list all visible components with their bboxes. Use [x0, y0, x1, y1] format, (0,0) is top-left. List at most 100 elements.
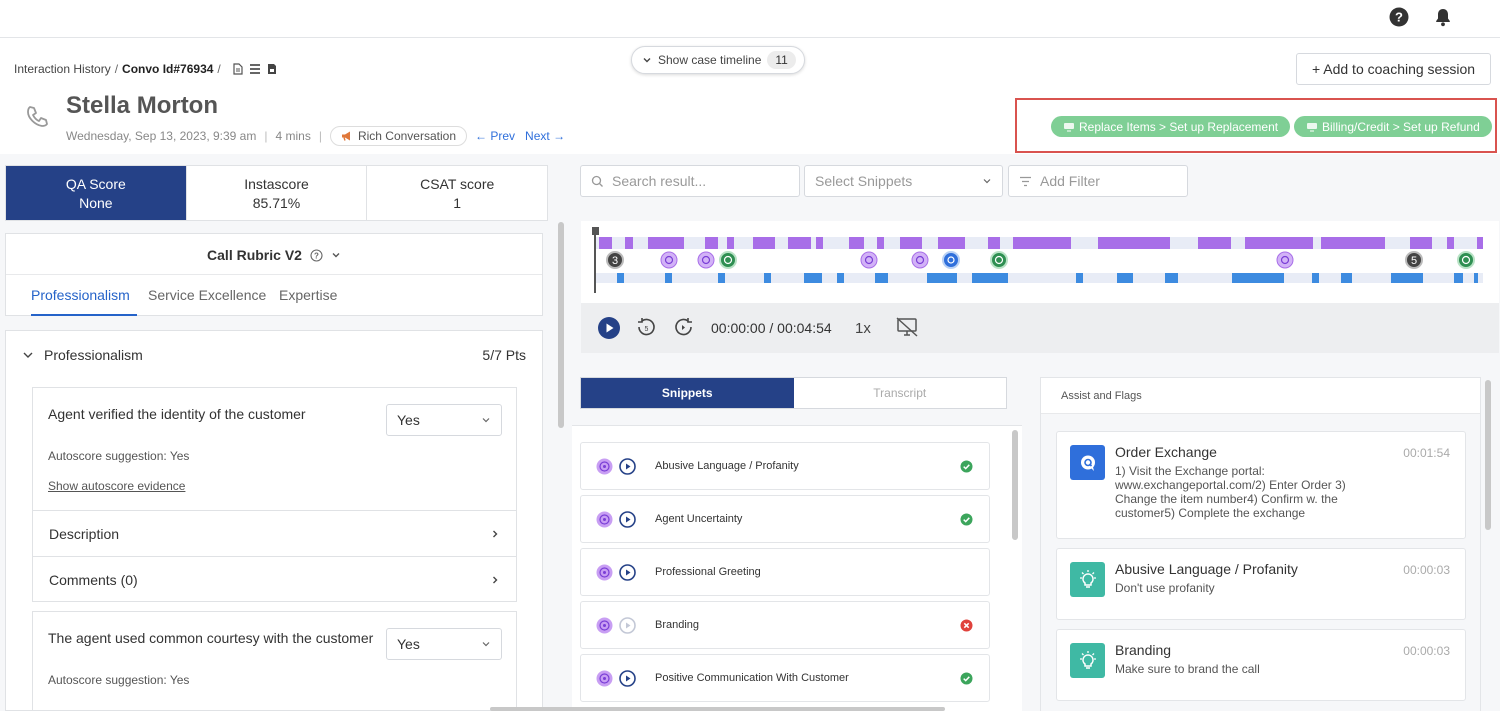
help-circle-icon[interactable]: ?	[310, 248, 323, 262]
prev-link[interactable]: ← Prev	[475, 129, 516, 143]
timeline-segment-customer[interactable]	[665, 273, 672, 283]
timeline-segment-customer[interactable]	[1341, 273, 1352, 283]
answer-select[interactable]: Yes	[386, 628, 502, 660]
timeline-segment-agent[interactable]	[938, 237, 965, 249]
help-icon[interactable]: ?	[1388, 6, 1410, 28]
smiley-marker-icon[interactable]	[990, 251, 1008, 269]
assist-card[interactable]: Abusive Language / Profanity 00:00:03 Do…	[1056, 548, 1466, 620]
timeline-segment-customer[interactable]	[1454, 273, 1463, 283]
play-circle-icon[interactable]	[619, 458, 636, 475]
timeline-segment-agent[interactable]	[988, 237, 1000, 249]
flag-chip-replacement[interactable]: Replace Items > Set up Replacement	[1051, 116, 1291, 137]
timeline-segment-customer[interactable]	[617, 273, 624, 283]
bot-marker-icon[interactable]	[697, 251, 715, 269]
add-to-coaching-button[interactable]: + Add to coaching session	[1296, 53, 1491, 85]
flag-chip-refund[interactable]: Billing/Credit > Set up Refund	[1294, 116, 1492, 137]
chevron-down-icon[interactable]	[331, 250, 341, 260]
play-circle-icon[interactable]	[619, 617, 636, 634]
timeline-segment-agent[interactable]	[1410, 237, 1432, 249]
horizontal-scrollbar[interactable]	[490, 707, 945, 711]
timeline-segment-customer[interactable]	[972, 273, 1008, 283]
assist-card[interactable]: Branding 00:00:03 Make sure to brand the…	[1056, 629, 1466, 701]
left-scrollbar[interactable]	[558, 222, 564, 428]
timeline-segment-agent[interactable]	[1477, 237, 1483, 249]
qa-score-tab[interactable]: QA Score None	[6, 166, 187, 220]
timeline-segment-customer[interactable]	[1165, 273, 1178, 283]
timeline-segment-agent[interactable]	[705, 237, 718, 249]
timeline-count-marker[interactable]: 5	[1405, 251, 1423, 269]
description-row[interactable]: Description	[33, 510, 516, 556]
screen-off-icon[interactable]	[896, 317, 918, 337]
play-circle-icon[interactable]	[619, 670, 636, 687]
playback-speed[interactable]: 1x	[855, 320, 871, 337]
timeline-segment-customer[interactable]	[1232, 273, 1284, 283]
search-input[interactable]: Search result...	[580, 165, 800, 197]
smiley-marker-icon[interactable]	[719, 251, 737, 269]
play-circle-icon[interactable]	[619, 564, 636, 581]
bot-marker-icon[interactable]	[911, 251, 929, 269]
timeline-segment-agent[interactable]	[816, 237, 823, 249]
timeline-segment-customer[interactable]	[718, 273, 725, 283]
bell-icon[interactable]	[1432, 6, 1454, 28]
timeline-segment-customer[interactable]	[1117, 273, 1133, 283]
timeline-segment-customer[interactable]	[1076, 273, 1083, 283]
show-case-timeline-button[interactable]: Show case timeline 11	[631, 46, 805, 74]
play-button[interactable]	[597, 316, 621, 340]
bot-marker-icon[interactable]	[660, 251, 678, 269]
timeline-segment-customer[interactable]	[927, 273, 957, 283]
timeline-segment-agent[interactable]	[788, 237, 798, 249]
timeline-segment-customer[interactable]	[1474, 273, 1478, 283]
show-autoscore-evidence-link[interactable]: Show autoscore evidence	[48, 479, 186, 493]
timeline-segment-customer[interactable]	[804, 273, 822, 283]
timeline-segment-agent[interactable]	[727, 237, 734, 249]
chat-marker-icon[interactable]	[942, 251, 960, 269]
timeline-segment-agent[interactable]	[1321, 237, 1385, 249]
bot-marker-icon[interactable]	[860, 251, 878, 269]
comments-row[interactable]: Comments (0)	[33, 556, 516, 602]
tab-service-excellence[interactable]: Service Excellence	[148, 287, 267, 303]
answer-select[interactable]: Yes	[386, 404, 502, 436]
timeline-segment-customer[interactable]	[837, 273, 844, 283]
timeline-segment-agent[interactable]	[648, 237, 656, 249]
timeline-segment-customer[interactable]	[764, 273, 771, 283]
snippet-item[interactable]: Branding	[580, 601, 990, 649]
smiley-marker-icon[interactable]	[1457, 251, 1475, 269]
timeline-segment-agent[interactable]	[656, 237, 684, 249]
tab-expertise[interactable]: Expertise	[279, 287, 338, 303]
tab-snippets[interactable]: Snippets	[581, 378, 794, 408]
timeline-segment-agent[interactable]	[877, 237, 884, 249]
csat-score-tab[interactable]: CSAT score 1	[420, 175, 495, 211]
bot-marker-icon[interactable]	[1276, 251, 1294, 269]
snippet-item[interactable]: Agent Uncertainty	[580, 495, 990, 543]
snippet-scrollbar[interactable]	[1012, 430, 1018, 540]
timeline-segment-agent[interactable]	[1098, 237, 1170, 249]
timeline-segment-agent[interactable]	[1198, 237, 1231, 249]
select-snippets-dropdown[interactable]: Select Snippets	[804, 165, 1003, 197]
rewind-5-icon[interactable]: 5	[636, 317, 656, 337]
timeline-segment-agent[interactable]	[753, 237, 775, 249]
tab-transcript[interactable]: Transcript	[873, 386, 927, 400]
timeline-segment-agent[interactable]	[1245, 237, 1313, 249]
timeline-segment-agent[interactable]	[625, 237, 633, 249]
document-icon[interactable]	[233, 63, 243, 75]
snippet-item[interactable]: Professional Greeting	[580, 548, 990, 596]
rich-conversation-badge[interactable]: Rich Conversation	[329, 126, 467, 146]
instascore-tab[interactable]: Instascore 85.71%	[187, 166, 368, 220]
timeline-segment-customer[interactable]	[1312, 273, 1319, 283]
save-doc-icon[interactable]	[267, 63, 277, 75]
timeline-segment-customer[interactable]	[1391, 273, 1423, 283]
next-link[interactable]: Next →	[525, 129, 566, 143]
timeline-segment-agent[interactable]	[798, 237, 811, 249]
forward-icon[interactable]	[674, 317, 694, 337]
rubric-selector[interactable]: Call Rubric V2 ?	[6, 247, 542, 263]
assist-scrollbar[interactable]	[1485, 380, 1491, 530]
snippet-item[interactable]: Positive Communication With Customer	[580, 654, 990, 702]
play-circle-icon[interactable]	[619, 511, 636, 528]
timeline-segment-agent[interactable]	[599, 237, 612, 249]
snippet-item[interactable]: Abusive Language / Profanity	[580, 442, 990, 490]
section-header[interactable]: Professionalism	[22, 347, 143, 363]
breadcrumb-root[interactable]: Interaction History	[14, 62, 111, 76]
timeline-segment-agent[interactable]	[1013, 237, 1071, 249]
timeline-count-marker[interactable]: 3	[606, 251, 624, 269]
